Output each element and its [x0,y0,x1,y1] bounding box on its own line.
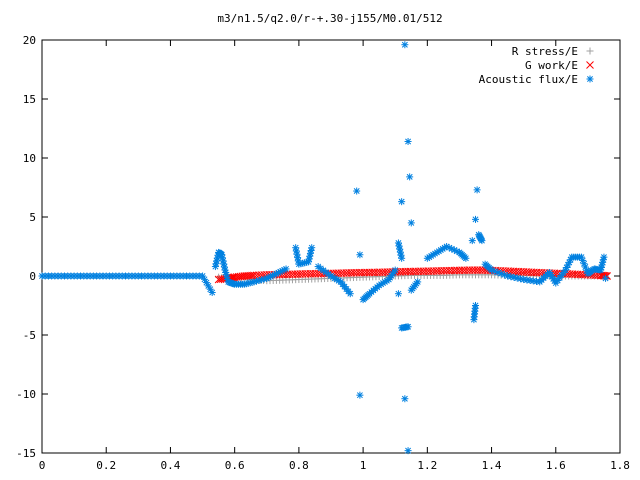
data-point [346,290,354,298]
data-point [308,244,316,252]
data-point [250,278,258,286]
plot-area [41,39,621,454]
data-point [356,391,364,399]
data-point [401,395,409,403]
x-tick-label: 0.8 [289,459,309,472]
data-point [391,266,399,274]
legend-label: G work/E [525,59,578,72]
x-tick-label: 1.2 [417,459,437,472]
x-tick-label: 0.6 [225,459,245,472]
data-point [414,278,422,286]
x-tick-label: 1.8 [610,459,630,472]
y-tick-label: 20 [23,34,36,47]
data-point [600,253,608,261]
data-point [208,289,216,297]
data-point [602,274,610,282]
data-point [398,254,406,262]
axis-ticks: 0 0.2 0.4 0.6 0.8 1 1.2 1.4 1.6 1.8 20 15 10 5 0 -5 -10 -… [16,34,630,472]
legend-marker [586,47,594,55]
data-point [406,173,414,181]
legend-label: R stress/E [512,45,578,58]
data-point [470,316,478,324]
data-point [404,323,412,331]
legend-marker [586,75,594,83]
data-point [401,41,409,49]
y-tick-label: -15 [16,447,36,460]
x-tick-label: 1 [360,459,367,472]
x-tick-label: 0.4 [161,459,181,472]
data-point [468,237,476,245]
y-tick-label: 0 [29,270,36,283]
data-point [407,219,415,227]
y-tick-label: -5 [23,329,36,342]
series-3 [38,41,610,455]
x-tick-label: 1.4 [482,459,502,472]
legend-marker [586,61,594,69]
x-tick-label: 1.6 [546,459,566,472]
data-point [404,137,412,145]
data-point [282,265,290,273]
data-point [404,447,412,455]
legend-label: Acoustic flux/E [479,73,578,86]
chart-title: m3/n1.5/q2.0/r-+.30-j155/M0.01/512 [217,12,442,25]
data-point [200,275,208,283]
y-tick-label: 10 [23,152,36,165]
data-point [353,187,361,195]
data-point [478,237,486,245]
data-point [462,254,470,262]
data-point [394,290,402,298]
y-tick-label: -10 [16,388,36,401]
series-2 [214,266,612,284]
y-tick-label: 5 [29,211,36,224]
data-points [38,41,612,455]
data-point [472,215,479,223]
data-point [356,251,364,259]
x-tick-label: 0.2 [96,459,116,472]
data-point [473,186,481,194]
x-tick-label: 0 [39,459,46,472]
data-point [398,198,406,206]
y-tick-label: 15 [23,93,36,106]
